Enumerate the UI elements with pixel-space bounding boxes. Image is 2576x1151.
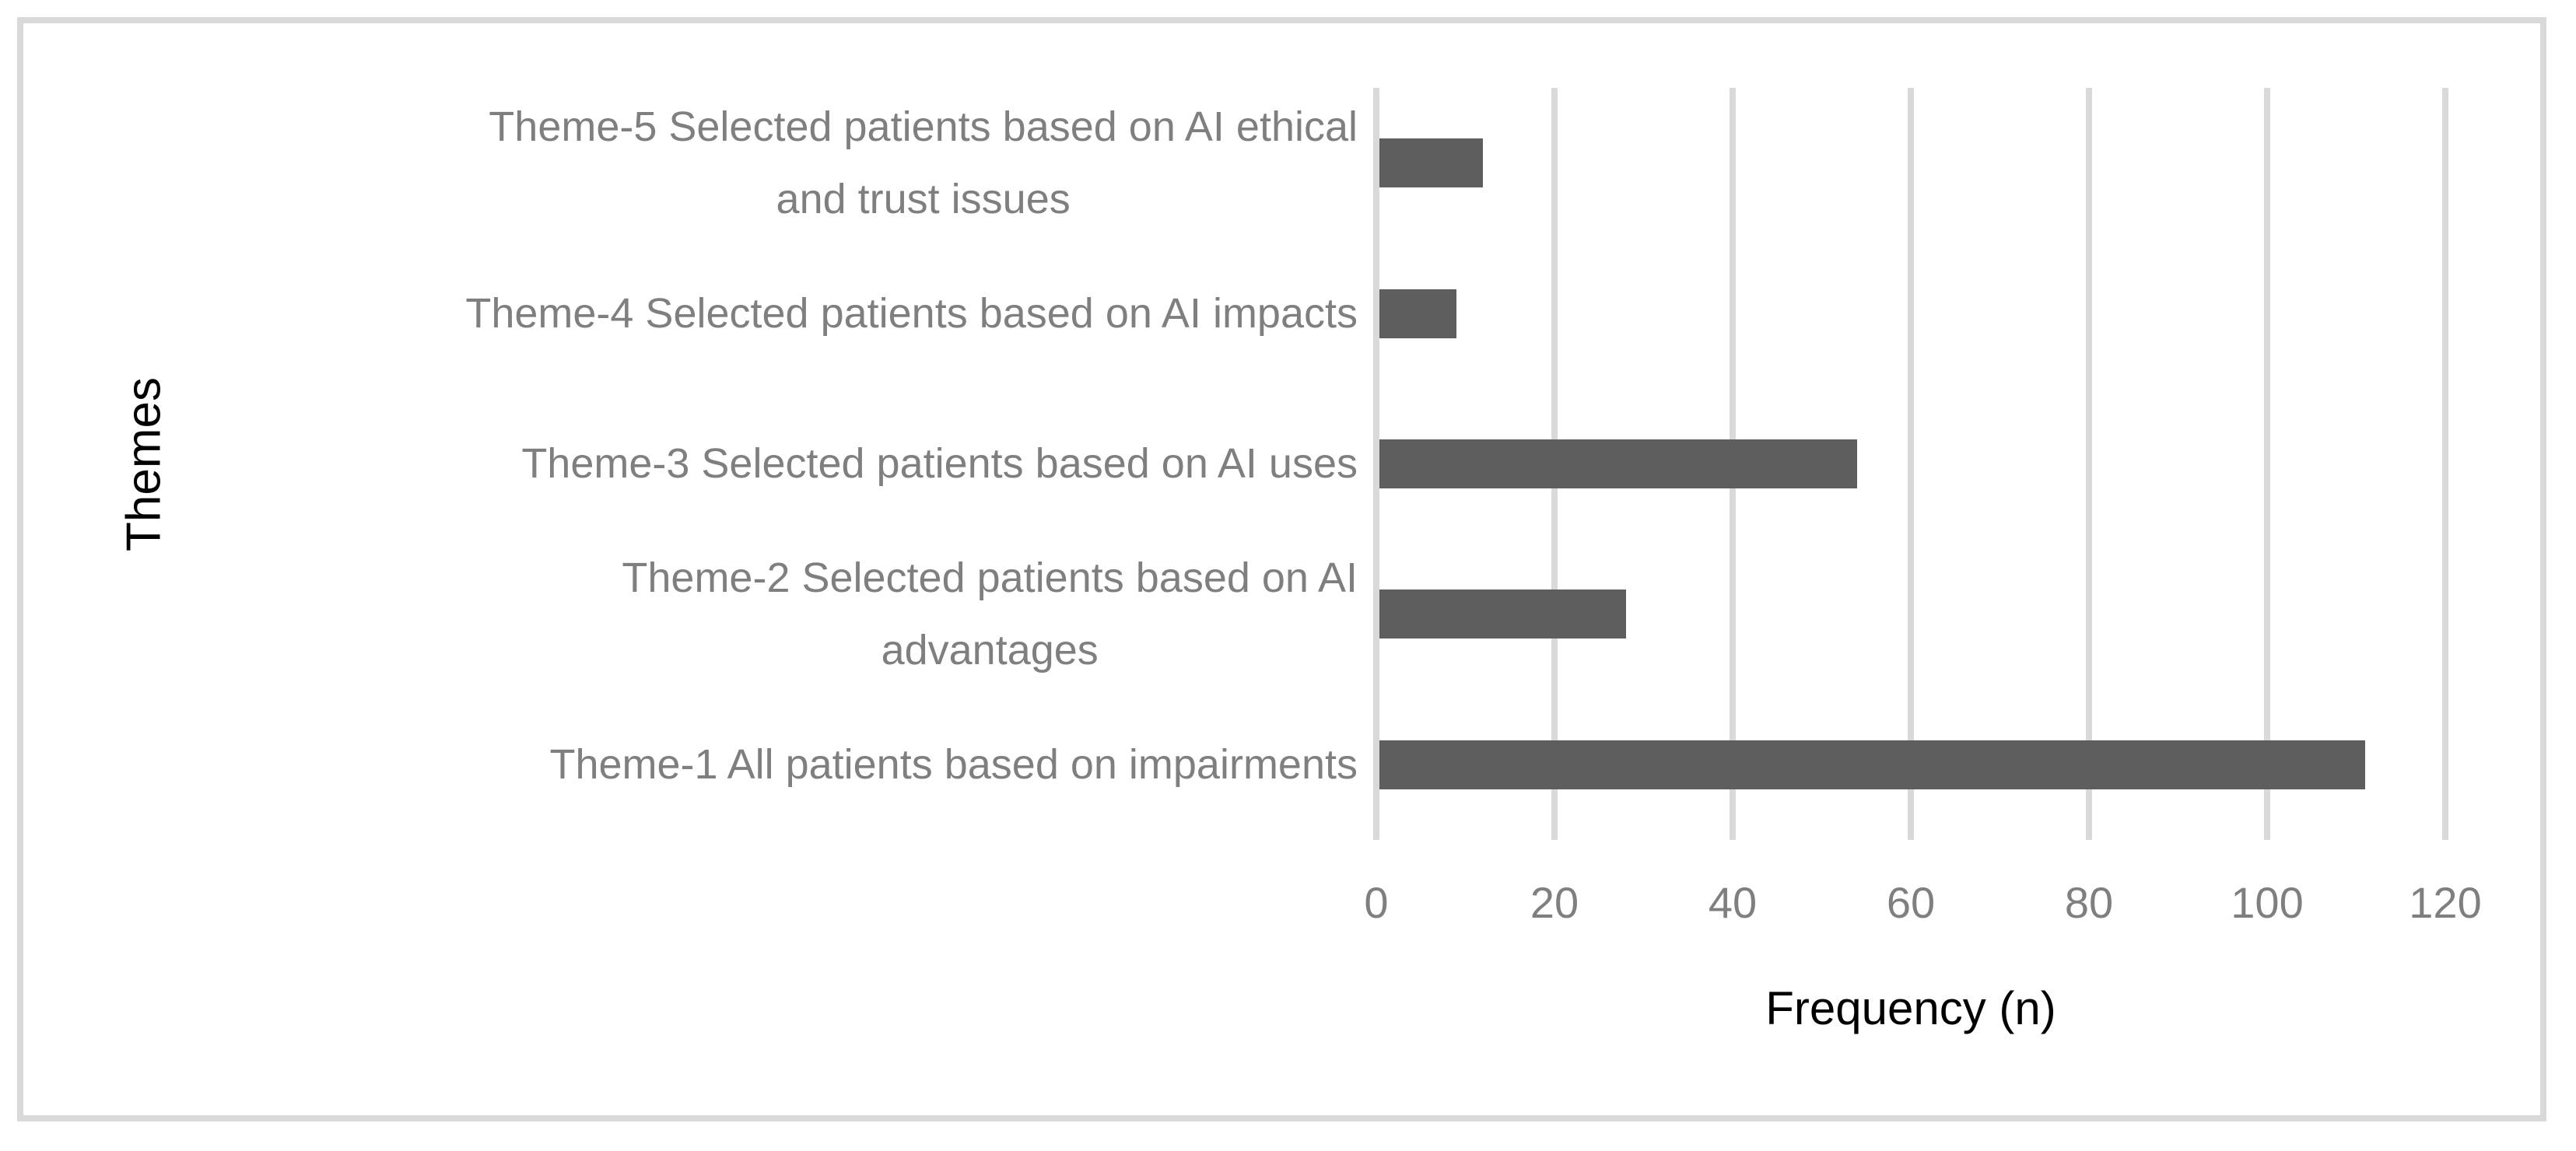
- x-tick-label-60: 60: [1886, 878, 1936, 927]
- x-tick-label-20: 20: [1530, 878, 1579, 927]
- category-label-1: Theme-5 Selected patients based on AI et…: [489, 103, 1358, 222]
- x-tick-label-100: 100: [2231, 878, 2304, 927]
- bar-4: [1379, 589, 1626, 639]
- bar-5: [1379, 740, 2365, 789]
- gridline-x-100: [2264, 88, 2270, 840]
- gridline-x-80: [2086, 88, 2092, 840]
- x-tick-label-120: 120: [2409, 878, 2482, 927]
- x-tick-label-80: 80: [2064, 878, 2114, 927]
- chart-border: [17, 17, 2546, 1121]
- bar-1: [1379, 138, 1484, 188]
- category-label-5: Theme-1 All patients based on impairment…: [549, 740, 1358, 788]
- x-tick-label-40: 40: [1708, 878, 1758, 927]
- x-axis-title: Frequency (n): [1765, 982, 2056, 1034]
- x-tick-label-0: 0: [1364, 878, 1389, 927]
- category-label-4: Theme-2 Selected patients based on AI ad…: [622, 555, 1358, 673]
- bar-2: [1379, 289, 1457, 338]
- gridline-x-60: [1908, 88, 1914, 840]
- gridline-x-0: [1373, 88, 1379, 840]
- gridline-x-120: [2442, 88, 2448, 840]
- y-axis-title: Themes: [117, 377, 171, 551]
- category-label-3: Theme-3 Selected patients based on AI us…: [521, 440, 1358, 488]
- bar-3: [1379, 439, 1858, 488]
- category-label-2: Theme-4 Selected patients based on AI im…: [465, 289, 1358, 337]
- plot-area: [1373, 88, 2448, 840]
